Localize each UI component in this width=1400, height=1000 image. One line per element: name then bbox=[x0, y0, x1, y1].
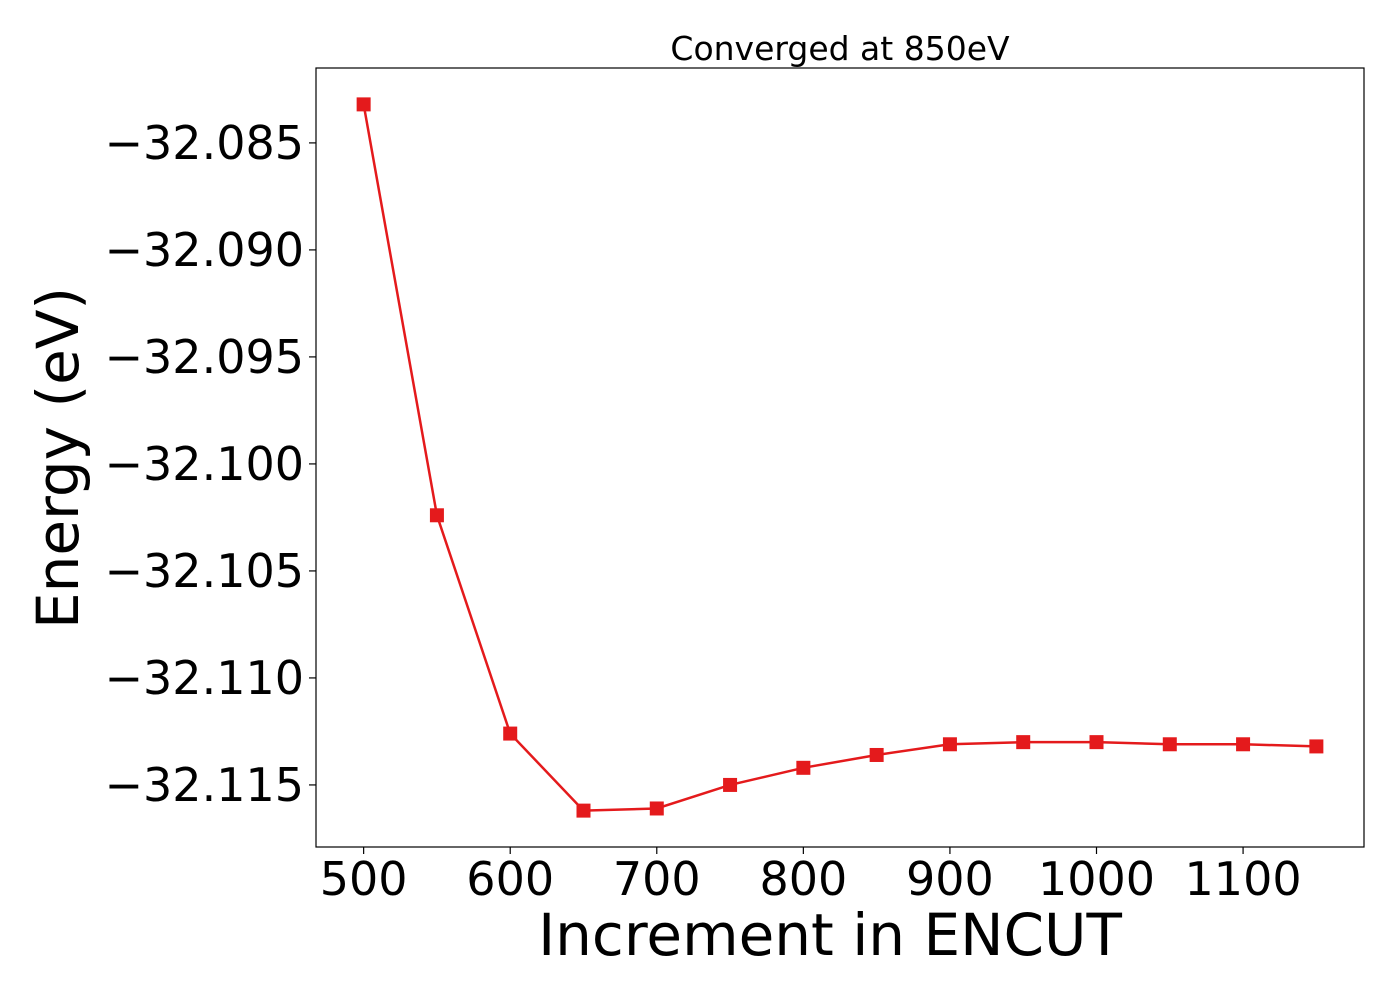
data-point-marker bbox=[576, 803, 591, 818]
y-tick-label: −32.095 bbox=[105, 330, 305, 384]
data-point-marker bbox=[869, 747, 884, 762]
data-point-marker bbox=[429, 508, 444, 523]
data-point-marker bbox=[649, 801, 664, 816]
data-point-marker bbox=[796, 760, 811, 775]
y-tick-label: −32.110 bbox=[105, 651, 305, 705]
y-tick-label: −32.115 bbox=[105, 758, 305, 812]
y-tick-label: −32.100 bbox=[105, 437, 305, 491]
y-tick-label: −32.090 bbox=[105, 223, 305, 277]
data-point-marker bbox=[723, 777, 738, 792]
y-axis-label: Energy (eV) bbox=[24, 287, 92, 629]
plot-area bbox=[315, 67, 1365, 848]
x-tick-label: 1000 bbox=[1038, 852, 1155, 906]
data-point-marker bbox=[1162, 737, 1177, 752]
data-point-marker bbox=[1089, 735, 1104, 750]
chart-title: Converged at 850eV bbox=[670, 29, 1010, 68]
series-layer bbox=[356, 97, 1324, 818]
y-tick-label: −32.105 bbox=[105, 544, 305, 598]
data-point-marker bbox=[356, 97, 371, 112]
y-tick-label: −32.085 bbox=[105, 116, 305, 170]
data-point-marker bbox=[942, 737, 957, 752]
data-point-marker bbox=[1309, 739, 1324, 754]
data-point-marker bbox=[1236, 737, 1251, 752]
axis-ticks: 500 600 700 800 900 1000 1100 −32.085 −32.090 −32… bbox=[105, 116, 1302, 906]
x-axis-label: Increment in ENCUT bbox=[538, 901, 1122, 969]
data-point-marker bbox=[503, 726, 518, 741]
data-point-marker bbox=[1016, 735, 1031, 750]
x-tick-label: 500 bbox=[320, 852, 408, 906]
x-tick-label: 700 bbox=[613, 852, 701, 906]
x-tick-label: 600 bbox=[466, 852, 554, 906]
x-tick-label: 1100 bbox=[1185, 852, 1302, 906]
series-line bbox=[362, 104, 1317, 812]
x-tick-label: 900 bbox=[906, 852, 994, 906]
x-tick-label: 800 bbox=[759, 852, 847, 906]
